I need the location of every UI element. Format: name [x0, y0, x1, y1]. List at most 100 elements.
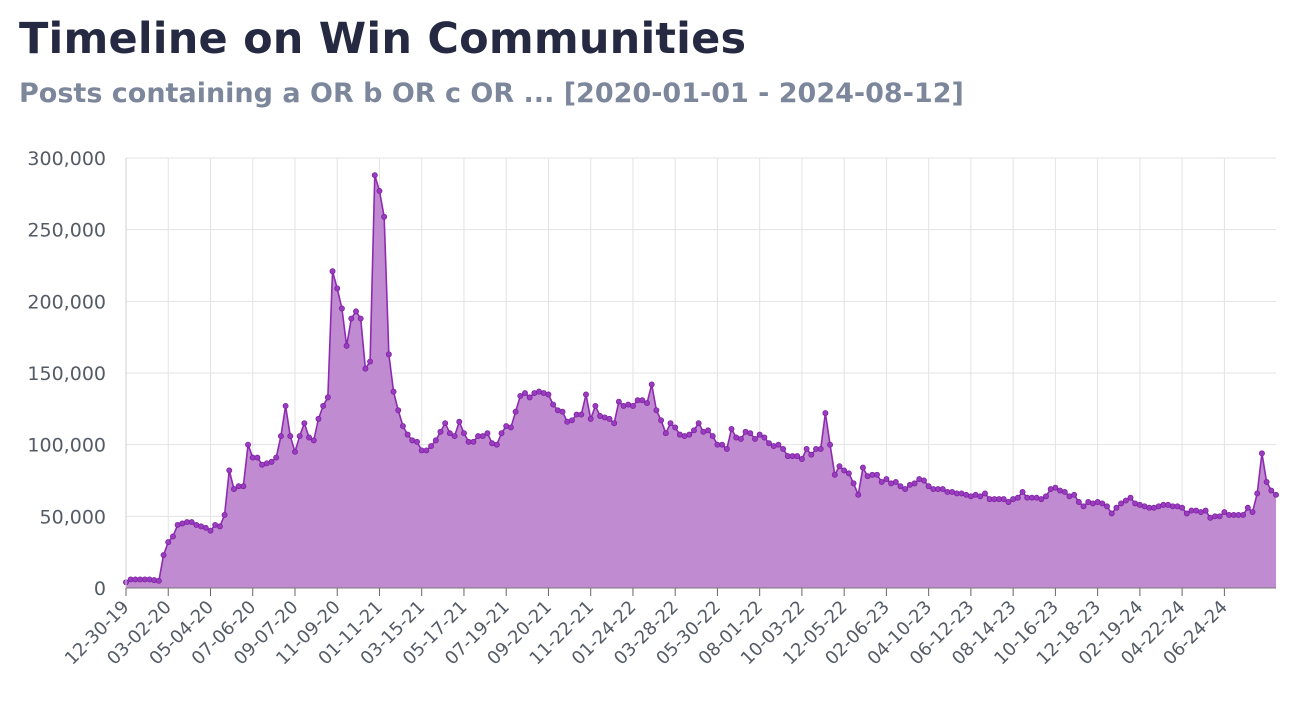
- data-point: [451, 433, 458, 440]
- data-point: [1268, 487, 1275, 494]
- data-point: [1052, 484, 1059, 491]
- data-point: [1118, 500, 1125, 507]
- data-point: [292, 448, 298, 455]
- data-point: [512, 408, 519, 415]
- data-point: [883, 476, 890, 483]
- data-point: [752, 435, 758, 442]
- data-point: [874, 471, 880, 478]
- data-point: [794, 453, 801, 460]
- y-tick-label: 0: [94, 578, 106, 600]
- data-point: [1249, 509, 1256, 515]
- data-point: [169, 533, 176, 540]
- data-point: [1080, 503, 1087, 510]
- y-tick-label: 50,000: [40, 506, 106, 528]
- data-point: [353, 308, 359, 315]
- data-point: [672, 424, 679, 431]
- data-point: [723, 446, 730, 452]
- chart-subtitle: Posts containing a OR b OR c OR ... [202…: [19, 78, 964, 109]
- data-point: [719, 441, 726, 448]
- chart-title: Timeline on Win Communities: [19, 14, 747, 64]
- data-point: [1244, 504, 1251, 511]
- area-series: [125, 174, 1277, 588]
- data-point: [221, 511, 228, 518]
- data-point: [1202, 507, 1209, 514]
- data-point: [728, 425, 735, 432]
- data-point: [1038, 496, 1045, 503]
- data-point: [695, 420, 702, 427]
- data-point: [334, 285, 341, 292]
- data-point: [367, 358, 374, 365]
- data-point: [390, 388, 397, 395]
- data-point: [827, 441, 834, 448]
- data-point: [1273, 491, 1279, 498]
- data-point: [1108, 510, 1115, 517]
- data-point: [395, 407, 402, 414]
- data-point: [343, 342, 350, 349]
- data-point: [686, 431, 693, 438]
- data-point: [798, 456, 805, 462]
- data-point: [526, 394, 533, 401]
- data-point: [371, 172, 378, 179]
- data-point: [399, 423, 406, 429]
- data-point: [338, 305, 345, 312]
- data-point: [747, 430, 754, 437]
- series-area-fill: [126, 175, 1276, 588]
- data-point: [662, 430, 669, 437]
- data-point: [155, 577, 162, 584]
- data-point: [855, 491, 862, 498]
- data-point: [902, 486, 909, 493]
- data-point: [245, 441, 251, 448]
- data-point: [207, 527, 214, 534]
- data-point: [1104, 503, 1110, 510]
- data-point: [324, 394, 331, 401]
- data-point: [254, 454, 261, 461]
- data-point: [817, 446, 824, 452]
- data-point: [1061, 489, 1068, 495]
- data-point: [644, 400, 650, 407]
- data-point: [1258, 450, 1265, 457]
- data-point: [1183, 510, 1190, 517]
- data-point: [315, 415, 322, 422]
- data-point: [442, 420, 449, 427]
- data-point: [1014, 494, 1021, 501]
- y-tick-label: 100,000: [27, 435, 106, 457]
- data-point: [897, 483, 904, 490]
- data-point: [859, 464, 866, 471]
- data-point: [611, 420, 618, 427]
- data-point: [306, 434, 313, 441]
- data-point: [160, 552, 167, 558]
- data-point: [1122, 497, 1129, 504]
- data-point: [606, 415, 613, 422]
- data-point: [329, 268, 336, 275]
- data-point: [850, 480, 857, 487]
- data-point: [559, 408, 566, 415]
- data-point: [517, 392, 524, 399]
- data-point: [446, 430, 453, 437]
- y-tick-label: 200,000: [27, 291, 106, 313]
- data-point: [808, 451, 815, 458]
- data-point: [268, 458, 275, 465]
- data-point: [845, 470, 852, 477]
- data-point: [1000, 496, 1007, 503]
- y-tick-label: 250,000: [27, 220, 106, 242]
- data-point: [550, 401, 557, 408]
- data-point: [507, 424, 514, 431]
- data-point: [841, 467, 848, 474]
- y-axis: 0 50,000 100,000 150,000 200,000 250,000 300,0…: [27, 148, 127, 600]
- data-point: [165, 539, 172, 546]
- data-point: [432, 437, 439, 444]
- data-point: [658, 417, 665, 424]
- data-point: [892, 478, 899, 485]
- data-point: [437, 428, 444, 435]
- series-markers: [123, 172, 1279, 586]
- data-point: [911, 480, 918, 487]
- data-point: [310, 437, 317, 444]
- data-point: [766, 440, 773, 447]
- data-point: [381, 213, 388, 220]
- data-point: [1254, 490, 1261, 497]
- data-point: [639, 397, 646, 404]
- data-point: [479, 433, 486, 440]
- data-point: [667, 420, 674, 427]
- data-point: [226, 467, 233, 474]
- data-point: [709, 433, 716, 440]
